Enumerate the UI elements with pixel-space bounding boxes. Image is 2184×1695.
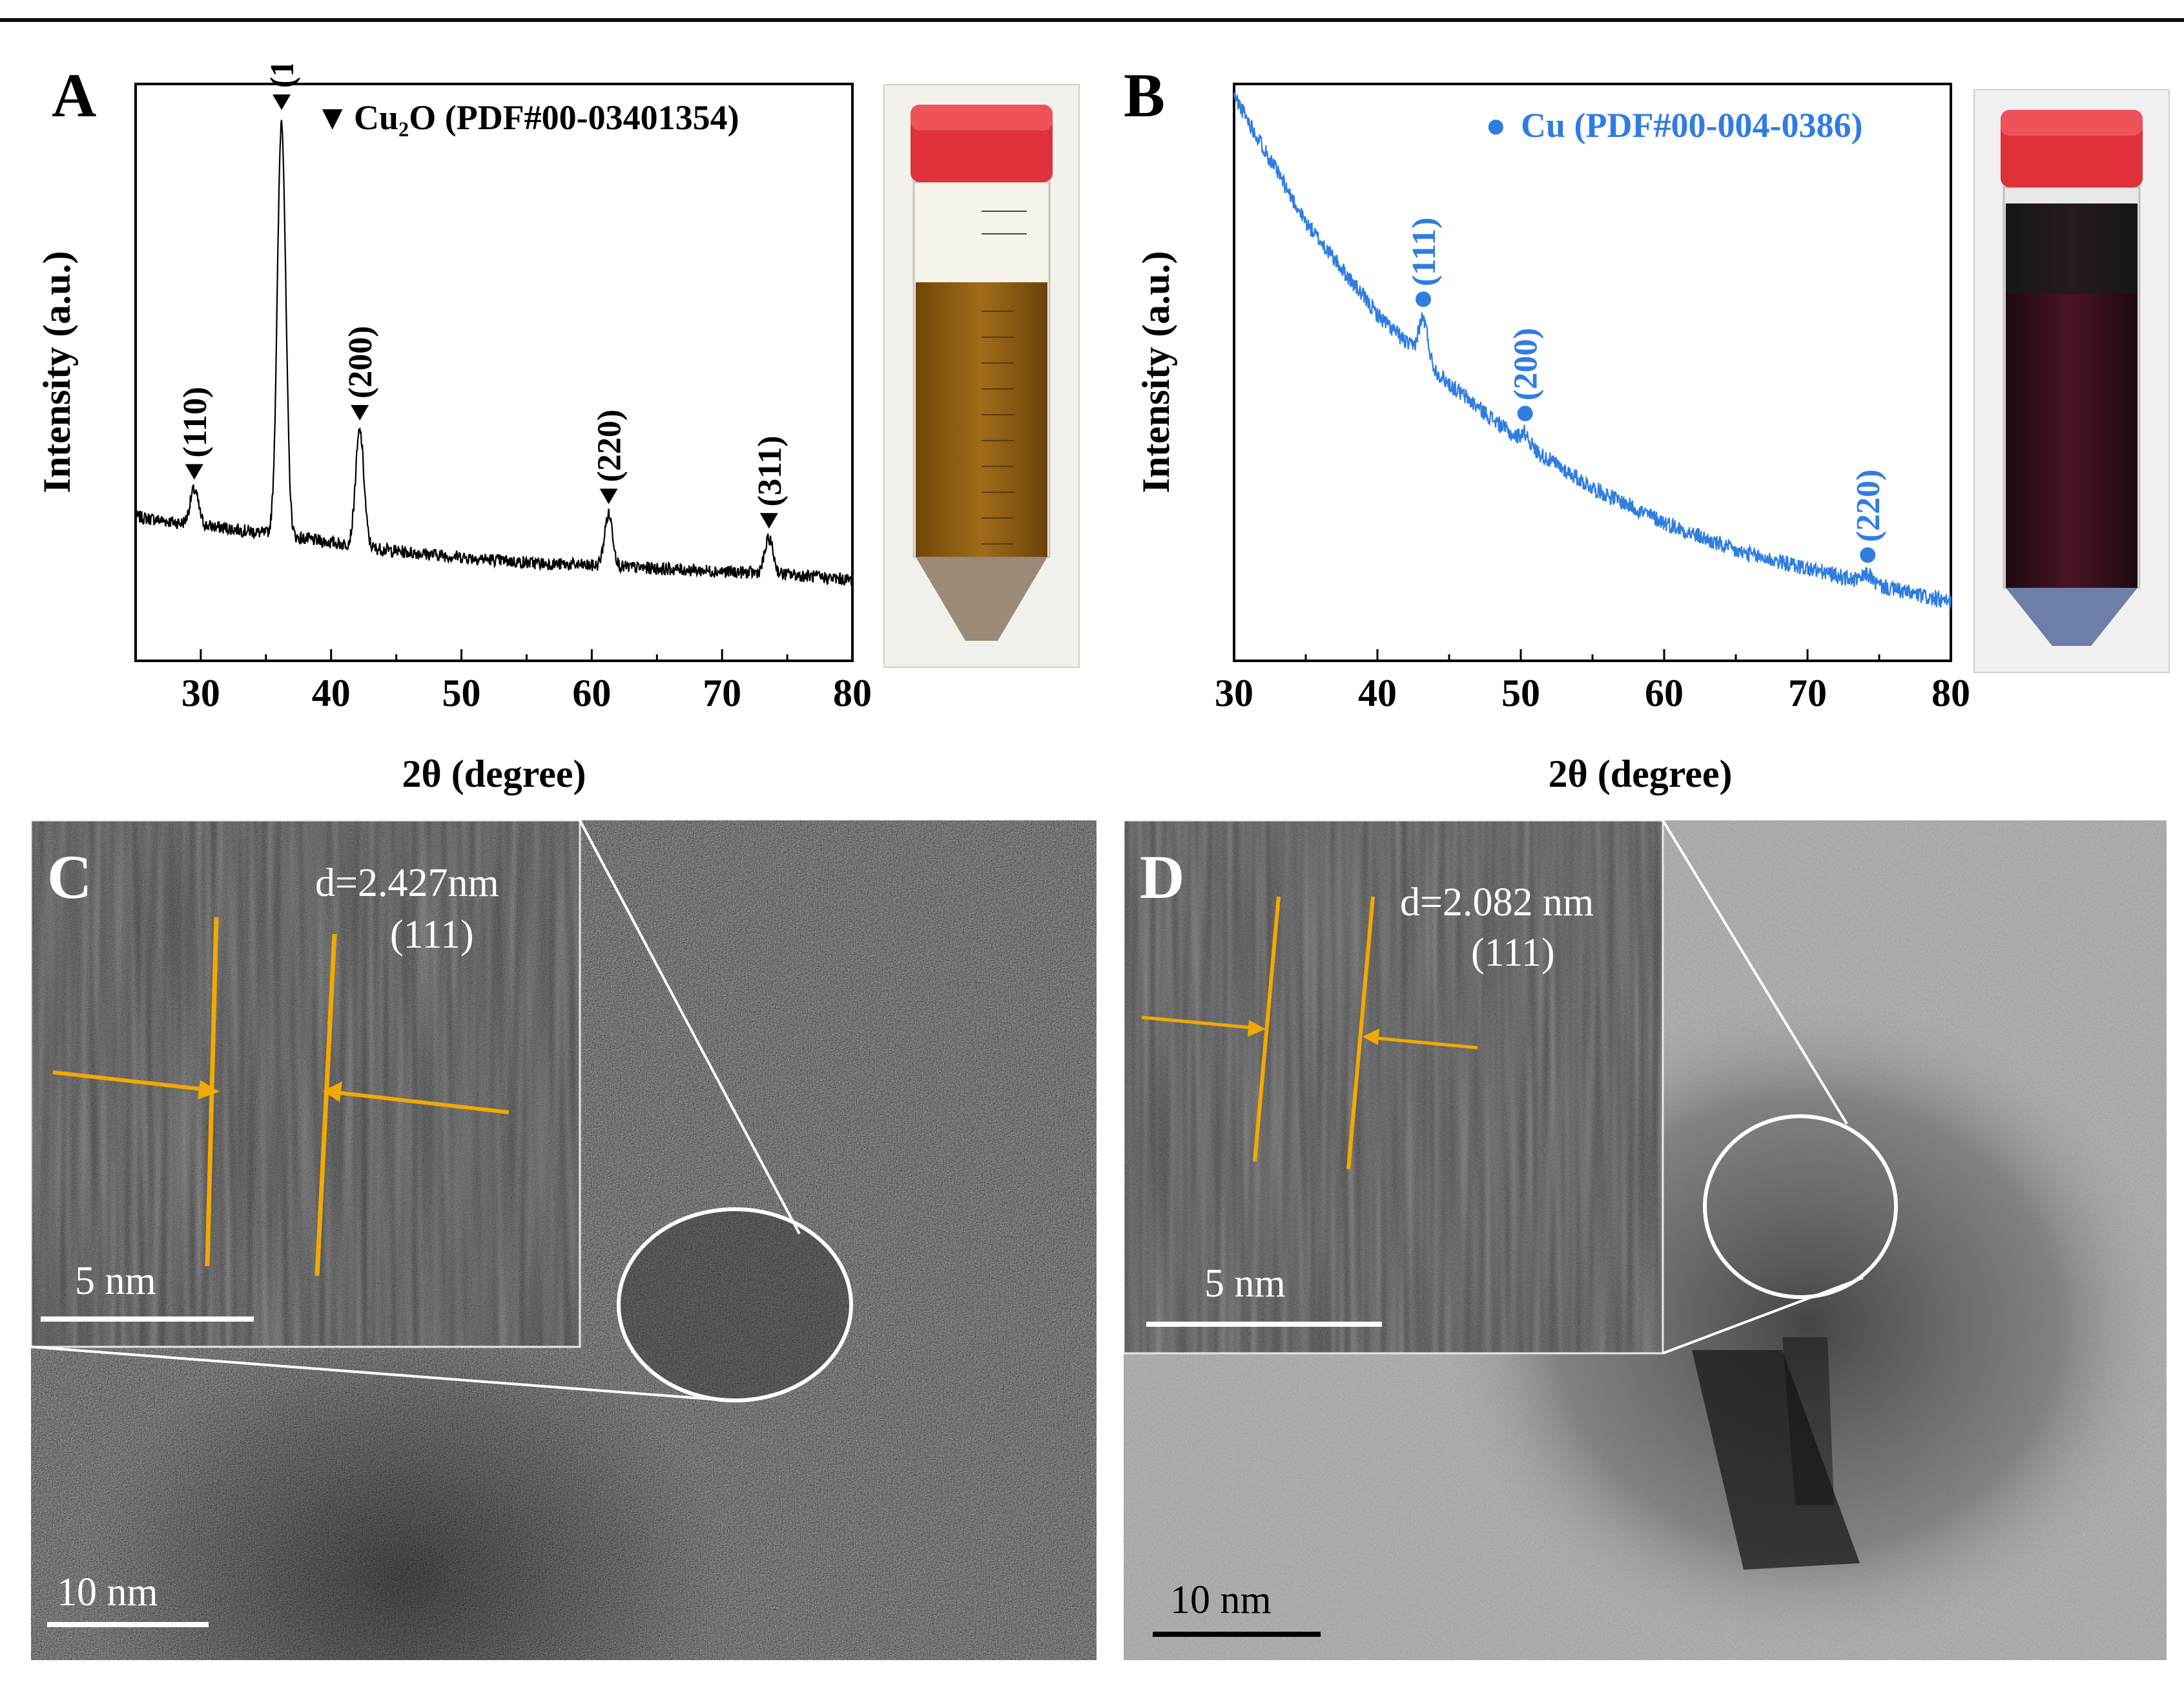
peak-marker	[1416, 291, 1432, 307]
x-tick-label: 50	[442, 672, 481, 714]
y-axis-title-b: Intensity (a.u.)	[1135, 251, 1177, 493]
peak-label: (311)	[752, 435, 788, 506]
zoom-circle-c	[617, 1207, 853, 1402]
x-tick-label: 60	[1645, 672, 1684, 714]
zoom-line-d-bottom	[1662, 1276, 1864, 1355]
x-tick-label: 50	[1501, 672, 1540, 714]
arrow-c-left	[52, 1070, 214, 1092]
panel-letter-c: C	[47, 842, 92, 911]
xrd-chart-b: 30 40 50 60 70 80 (111) (200) (220) ● Cu (PDF#0…	[1135, 83, 1970, 795]
x-axis-title-b: 2θ (degree)	[1548, 753, 1732, 795]
x-tick-label: 40	[312, 672, 351, 714]
d-spacing-c: d=2.427nm	[315, 861, 499, 905]
x-tick-label: 70	[703, 672, 741, 714]
peak-marker	[273, 94, 291, 110]
xrd-chart-a: 30 40 50 60 70 80 (110) (111) (200) (220) (311) ▼…	[36, 65, 872, 795]
top-rule	[0, 18, 2184, 22]
peak-marker	[599, 488, 618, 504]
panel-letter-d: D	[1140, 842, 1185, 911]
xrd-trace-a	[134, 120, 854, 587]
x-tick-label: 80	[833, 672, 872, 714]
peak-marker	[1517, 406, 1533, 422]
x-axis-title-a: 2θ (degree)	[402, 753, 586, 795]
lattice-line-d-2	[1346, 896, 1375, 1170]
legend-marker-a: ▼	[315, 98, 349, 137]
arrow-c-right	[329, 1090, 510, 1114]
peak-label: (200)	[342, 326, 379, 399]
scalebar-label-c: 10 nm	[57, 1570, 158, 1614]
peak-marker	[185, 464, 203, 480]
x-tick-label: 30	[1215, 672, 1253, 714]
tem-image-d: D d=2.082 nm (111) 5 nm 10 nm	[1124, 820, 2167, 1660]
peak-label: (110)	[177, 387, 214, 458]
x-tick-label: 80	[1932, 672, 1970, 714]
panel-letter-b: B	[1124, 61, 1166, 130]
tem-image-c: C d=2.427nm (111) 5 nm 10 nm	[31, 820, 1097, 1660]
xrd-trace-b	[1233, 92, 1952, 609]
inset-scalebar-label-d: 5 nm	[1204, 1262, 1286, 1305]
lattice-line-c-2	[314, 933, 337, 1276]
peak-marker	[351, 405, 369, 421]
legend-label-a: Cu₂O (PDF#00-03401354)	[354, 98, 739, 137]
x-tick-label: 60	[572, 672, 611, 714]
peak-marker	[759, 513, 778, 529]
peak-label: (111)	[1406, 217, 1443, 286]
d-spacing-d: d=2.082 nm	[1400, 880, 1594, 924]
zoom-line-c-bottom	[31, 1346, 729, 1402]
panel-letter-a: A	[52, 61, 97, 130]
inset-frame-d	[1124, 820, 1664, 1355]
tube-photo-b	[1973, 89, 2170, 673]
scalebar-label-d: 10 nm	[1170, 1578, 1272, 1622]
inset-frame-c	[31, 820, 581, 1348]
arrow-d-right	[1368, 1035, 1478, 1050]
zoom-line-c-top	[579, 820, 801, 1234]
lattice-line-d-1	[1253, 896, 1281, 1162]
peak-label: (220)	[592, 410, 628, 483]
legend-marker-b: ●	[1485, 106, 1507, 145]
peak-label: (200)	[1508, 328, 1545, 400]
legend-label-b: Cu (PDF#00-004-0386)	[1521, 106, 1862, 145]
plane-label-c: (111)	[390, 913, 474, 957]
arrow-d-left	[1141, 1015, 1260, 1030]
zoom-line-d-top	[1662, 820, 1848, 1125]
zoom-circle-d	[1703, 1114, 1898, 1299]
peak-label: (220)	[1850, 470, 1887, 543]
peak-marker	[1860, 547, 1876, 563]
y-axis-title-a: Intensity (a.u.)	[36, 251, 78, 493]
tube-photo-a	[883, 84, 1080, 668]
inset-scalebar-label-c: 5 nm	[75, 1259, 156, 1303]
plot-frame-a	[134, 83, 854, 662]
x-tick-label: 40	[1358, 672, 1397, 714]
plane-label-d: (111)	[1471, 931, 1555, 975]
x-tick-label: 70	[1788, 672, 1827, 714]
peak-label: (111)	[264, 65, 301, 88]
x-tick-label: 30	[181, 672, 220, 714]
